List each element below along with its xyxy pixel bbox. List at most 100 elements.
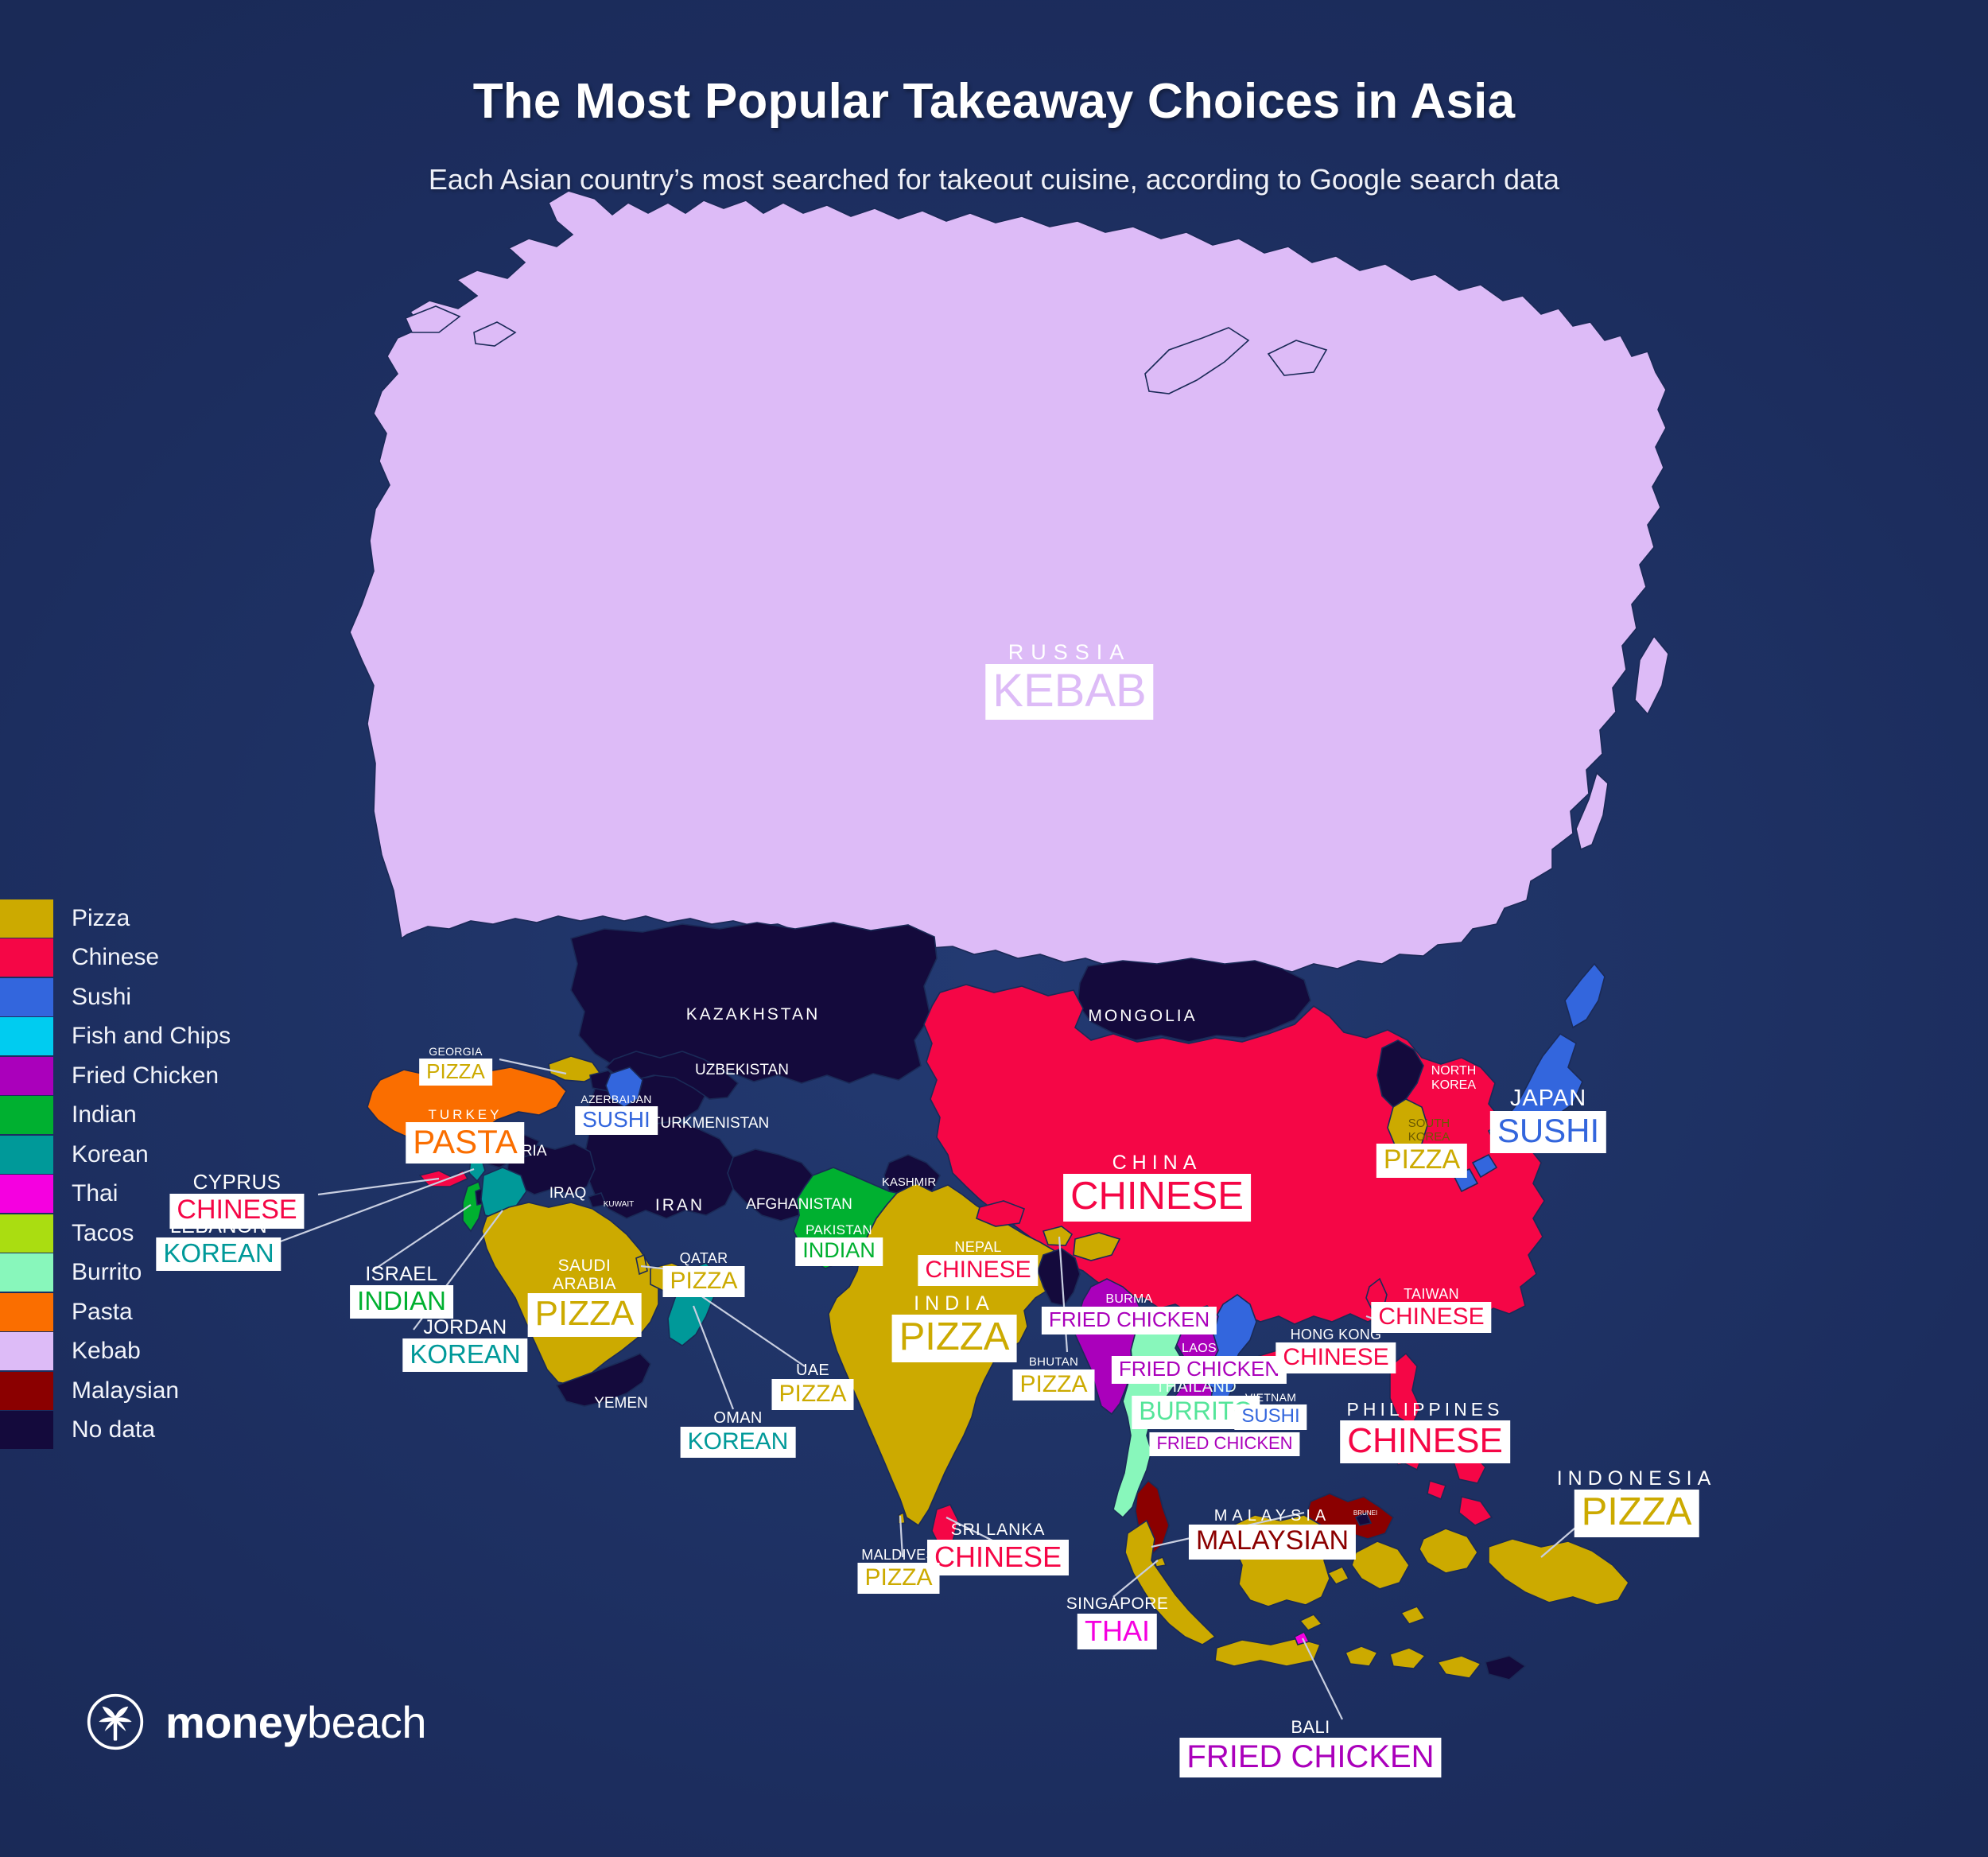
country-name-uae: UAE: [795, 1362, 830, 1379]
brand-logo: moneybeach: [86, 1692, 427, 1751]
cuisine-philippines: CHINESE: [1340, 1420, 1510, 1464]
cuisine-uae: PIZZA: [771, 1379, 854, 1411]
brand-name-light: beach: [307, 1696, 427, 1747]
label-cyprus: CYPRUS CHINESE: [169, 1170, 305, 1229]
region-northeast-india: [1073, 1232, 1121, 1261]
cuisine-south-korea: PIZZA: [1376, 1144, 1468, 1179]
label-russia: RUSSIA KEBAB: [985, 640, 1154, 721]
cuisine-nepal: CHINESE: [918, 1255, 1039, 1287]
country-north-korea: [1376, 1039, 1424, 1109]
map-name-turkmenistan: TURKMENISTAN: [650, 1115, 770, 1132]
cuisine-jordan: KOREAN: [402, 1338, 528, 1373]
country-name-burma: BURMA: [1105, 1292, 1153, 1306]
legend-item-malaysian[interactable]: Malaysian: [0, 1371, 231, 1411]
label-uae: UAE PIZZA: [771, 1362, 854, 1411]
cuisine-laos: FRIED CHICKEN: [1111, 1355, 1287, 1384]
legend-item-burrito[interactable]: Burrito: [0, 1253, 231, 1293]
country-name-turkey: TURKEY: [428, 1107, 503, 1122]
cuisine-indonesia: PIZZA: [1574, 1490, 1699, 1537]
legend-swatch: [0, 1175, 53, 1214]
legend-item-pasta[interactable]: Pasta: [0, 1292, 231, 1332]
island-kamchatka: [1634, 635, 1669, 716]
legend-label: Indian: [72, 1101, 137, 1129]
country-name-india: INDIA: [914, 1292, 995, 1315]
cuisine-singapore: THAI: [1077, 1613, 1157, 1650]
country-name-israel: ISRAEL: [365, 1263, 438, 1285]
legend-item-kebab[interactable]: Kebab: [0, 1332, 231, 1372]
legend-swatch: [0, 899, 53, 938]
page-subtitle: Each Asian country’s most searched for t…: [428, 163, 1560, 196]
legend-swatch: [0, 1135, 53, 1174]
cuisine-japan: SUSHI: [1489, 1111, 1607, 1153]
label-indonesia: INDONESIA PIZZA: [1557, 1467, 1717, 1537]
legend-item-indian[interactable]: Indian: [0, 1096, 231, 1136]
label-oman: OMAN KOREAN: [680, 1409, 796, 1459]
country-russia: [349, 190, 1667, 973]
label-laos: LAOS FRIED CHICKEN: [1111, 1342, 1287, 1384]
label-south-korea: PIZZA: [1376, 1144, 1468, 1179]
map-name-brunei: BRUNEI: [1353, 1509, 1378, 1517]
legend-item-pizza[interactable]: Pizza: [0, 899, 231, 938]
cuisine-india: PIZZA: [891, 1315, 1017, 1362]
island-bali: [1293, 1630, 1310, 1645]
legend-label: Tacos: [72, 1219, 134, 1246]
cuisine-malaysia: MALAYSIAN: [1188, 1525, 1357, 1560]
legend-swatch: [0, 1411, 53, 1450]
cuisine-burma: FRIED CHICKEN: [1041, 1306, 1217, 1334]
legend-label: Korean: [72, 1140, 149, 1167]
country-name-malaysia: MALAYSIA: [1213, 1507, 1331, 1525]
island-arctic-b: [473, 321, 517, 347]
island-novaya-zemlya: [1144, 327, 1250, 394]
legend-swatch: [0, 1056, 53, 1095]
country-singapore: [1154, 1556, 1167, 1568]
legend-label: No data: [72, 1416, 156, 1443]
cuisine-maldives: PIZZA: [857, 1563, 940, 1595]
country-name-lebanon: LEBANON: [169, 1215, 268, 1237]
label-burma: BURMA FRIED CHICKEN: [1041, 1292, 1217, 1334]
label-philippines: PHILIPPINES CHINESE: [1340, 1399, 1510, 1464]
label-china: CHINA CHINESE: [1063, 1152, 1251, 1222]
legend-item-no-data[interactable]: No data: [0, 1411, 231, 1451]
legend-swatch: [0, 938, 53, 977]
cuisine-qatar: PIZZA: [662, 1266, 745, 1298]
country-name-philippines: PHILIPPINES: [1346, 1399, 1504, 1420]
legend-label: Burrito: [72, 1259, 142, 1286]
legend-label: Thai: [72, 1180, 118, 1207]
cuisine-georgia: PIZZA: [419, 1058, 492, 1086]
cuisine-china: CHINESE: [1063, 1174, 1251, 1222]
legend-item-fried-chicken[interactable]: Fried Chicken: [0, 1056, 231, 1096]
cuisine-israel: INDIAN: [350, 1285, 453, 1319]
legend-swatch: [0, 1292, 53, 1331]
island-sakhalin: [1575, 771, 1609, 851]
country-name-sri-lanka: SRI LANKA: [950, 1521, 1046, 1539]
legend-swatch: [0, 1214, 53, 1253]
legend-item-chinese[interactable]: Chinese: [0, 938, 231, 978]
label-maldives: MALDIVES PIZZA: [857, 1547, 940, 1595]
label-cambodia: CAMBODIA FRIED CHICKEN: [1149, 1419, 1300, 1456]
country-afghanistan: [727, 1148, 814, 1222]
legend-item-fish-and-chips[interactable]: Fish and Chips: [0, 1017, 231, 1057]
legend-swatch: [0, 1017, 53, 1056]
country-cyprus: [418, 1169, 469, 1187]
country-name-vietnam: VIETNAM: [1244, 1391, 1297, 1404]
legend-item-thai[interactable]: Thai: [0, 1175, 231, 1214]
map-name-yemen: YEMEN: [594, 1395, 648, 1412]
country-name-russia: RUSSIA: [1008, 640, 1132, 664]
brand-name: moneybeach: [165, 1696, 427, 1748]
label-jordan: JORDAN KOREAN: [402, 1316, 528, 1373]
country-name-hong-kong: HONG KONG: [1290, 1327, 1382, 1342]
cuisine-pakistan: INDIAN: [795, 1237, 883, 1266]
label-israel: ISRAEL INDIAN: [350, 1263, 453, 1319]
country-name-japan: JAPAN: [1509, 1086, 1587, 1111]
legend-item-sushi[interactable]: Sushi: [0, 977, 231, 1017]
legend-swatch: [0, 977, 53, 1016]
cuisine-cambodia: FRIED CHICKEN: [1149, 1432, 1300, 1456]
label-azerbaijan: AZERBAIJAN SUSHI: [575, 1093, 658, 1136]
map-name-north-korea: NORTH KOREA: [1431, 1064, 1477, 1092]
country-name-jordan: JORDAN: [423, 1316, 507, 1338]
legend-item-tacos[interactable]: Tacos: [0, 1214, 231, 1253]
country-mongolia: [1077, 958, 1311, 1043]
legend-item-korean[interactable]: Korean: [0, 1135, 231, 1175]
cuisine-saudi-arabia: PIZZA: [527, 1293, 642, 1337]
country-name-azerbaijan: AZERBAIJAN: [580, 1093, 652, 1105]
